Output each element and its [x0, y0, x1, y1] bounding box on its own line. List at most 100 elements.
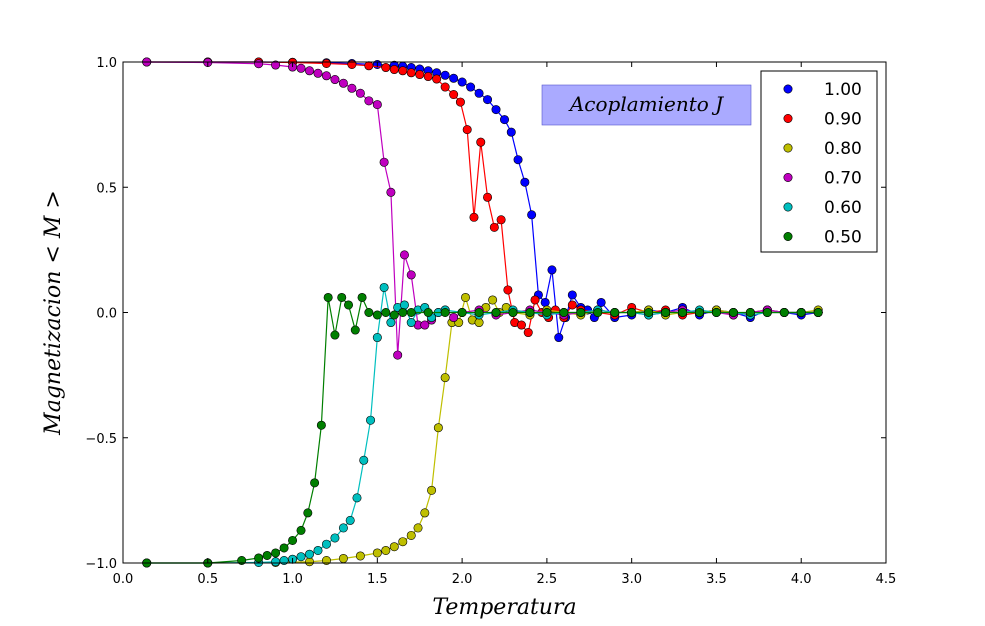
data-point	[399, 250, 409, 260]
data-point	[321, 71, 331, 81]
data-point	[389, 542, 399, 552]
data-point	[449, 73, 459, 83]
data-point	[527, 210, 537, 220]
y-tick-label: 0.5	[96, 181, 117, 196]
legend-label: 0.70	[824, 169, 862, 189]
data-point	[355, 551, 365, 561]
data-point	[523, 328, 533, 338]
data-point	[338, 553, 348, 563]
x-tick-label: 2.0	[452, 572, 473, 587]
data-point	[393, 350, 403, 360]
data-point	[474, 318, 484, 328]
data-point	[359, 455, 369, 465]
data-point	[593, 307, 603, 317]
data-point	[406, 307, 416, 317]
data-point	[449, 90, 459, 100]
data-point	[420, 508, 430, 518]
data-point	[745, 307, 755, 317]
legend-item: 0.60	[783, 198, 862, 218]
y-tick-label: 0.0	[96, 307, 117, 322]
data-point	[457, 77, 467, 87]
data-point	[305, 549, 315, 559]
data-point	[372, 548, 382, 558]
data-point	[321, 539, 331, 549]
data-point	[423, 72, 433, 82]
data-point	[296, 525, 306, 535]
data-point	[491, 105, 501, 115]
data-point	[440, 70, 450, 80]
data-point	[316, 420, 326, 430]
data-point	[466, 82, 476, 92]
data-point	[489, 222, 499, 232]
data-point	[661, 307, 671, 317]
y-tick-label: −0.5	[85, 432, 117, 447]
data-point	[440, 82, 450, 92]
data-point	[762, 307, 772, 317]
data-point	[813, 307, 823, 317]
data-point	[406, 530, 416, 540]
data-point	[496, 215, 506, 225]
x-tick-label: 4.0	[791, 572, 812, 587]
data-point	[381, 63, 391, 73]
legend-marker	[783, 202, 793, 212]
plot-area	[122, 57, 887, 568]
series-0.50	[142, 292, 823, 568]
data-point	[379, 157, 389, 167]
data-point	[279, 543, 289, 553]
y-tick-label: −1.0	[85, 557, 117, 572]
data-point	[567, 300, 577, 310]
data-point	[644, 307, 654, 317]
data-point	[406, 270, 416, 280]
data-point	[540, 297, 550, 307]
data-point	[398, 307, 408, 317]
data-point	[694, 307, 704, 317]
legend: 1.00 0.90 0.80 0.70 0.60 0.50	[760, 70, 878, 253]
x-tick-label: 2.5	[537, 572, 558, 587]
data-point	[516, 320, 526, 330]
data-point	[525, 307, 535, 317]
data-point	[423, 307, 433, 317]
data-point	[364, 96, 374, 106]
legend-marker	[783, 173, 793, 183]
data-point	[460, 292, 470, 302]
data-point	[386, 187, 396, 197]
data-point	[491, 307, 501, 317]
data-point	[542, 307, 552, 317]
data-point	[476, 137, 486, 147]
data-point	[559, 307, 569, 317]
data-point	[462, 125, 472, 135]
x-tick-label: 4.5	[876, 572, 897, 587]
data-point	[305, 557, 315, 567]
data-point	[678, 307, 688, 317]
data-point	[389, 310, 399, 320]
ticks-layer: 0.0 0.5 1.0 1.5 2.0 2.5 3.0 3.5 4.0 4.5 −1.0 −0.5 0.…	[85, 56, 896, 587]
data-point	[483, 95, 493, 105]
data-point	[440, 373, 450, 383]
data-point	[330, 330, 340, 340]
data-point	[338, 78, 348, 88]
y-axis-label: Magnetizacion < M >	[41, 190, 66, 436]
data-point	[427, 485, 437, 495]
data-point	[305, 66, 315, 76]
data-point	[547, 265, 557, 275]
series-layer	[142, 57, 823, 568]
legend-label: 0.80	[824, 139, 862, 159]
legend-label: 0.50	[824, 228, 862, 248]
legend-marker	[783, 84, 793, 94]
legend-marker	[783, 143, 793, 153]
data-point	[271, 60, 281, 70]
data-point	[381, 307, 391, 317]
legend-label: 0.90	[824, 110, 862, 130]
x-tick-label: 1.5	[367, 572, 388, 587]
data-point	[503, 285, 513, 295]
data-point	[379, 282, 389, 292]
data-point	[711, 307, 721, 317]
x-tick-label: 0.0	[113, 572, 134, 587]
data-point	[330, 75, 340, 85]
data-point	[254, 553, 264, 563]
data-point	[372, 100, 382, 110]
x-tick-label: 1.0	[282, 572, 303, 587]
data-point	[321, 58, 331, 68]
data-point	[399, 300, 409, 310]
